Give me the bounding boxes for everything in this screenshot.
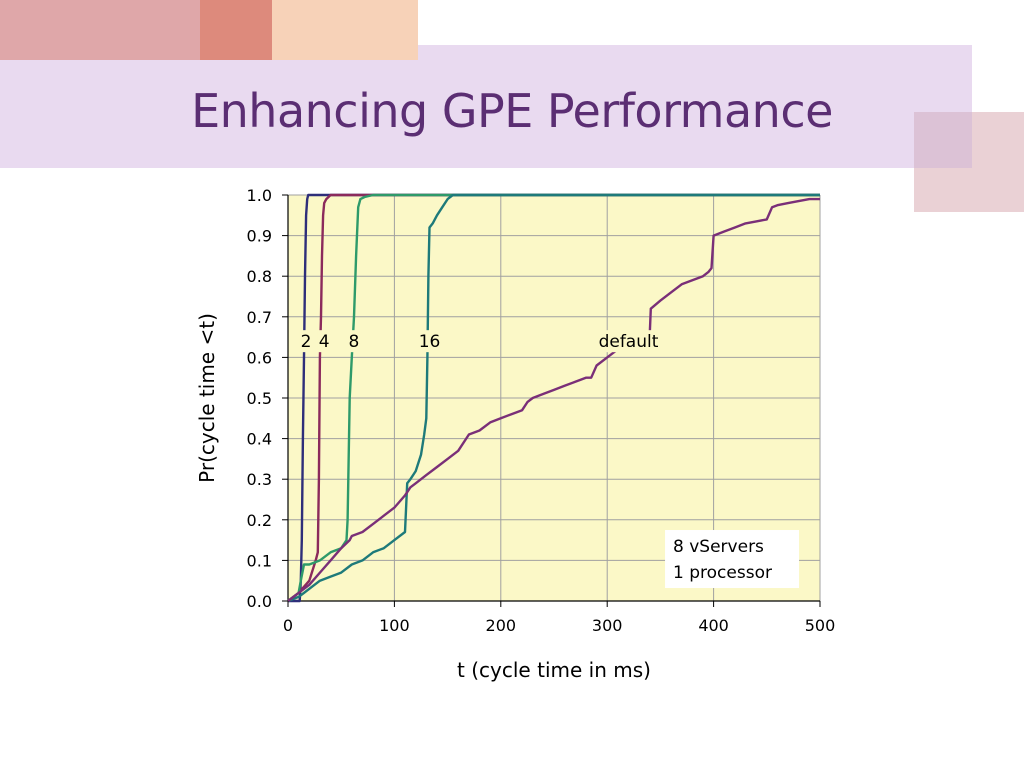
annotation-box bbox=[665, 530, 800, 589]
annotation-line: 1 processor bbox=[673, 563, 772, 583]
series-line-16 bbox=[287, 193, 820, 603]
title-band bbox=[0, 45, 972, 168]
y-tick-label: 0.5 bbox=[247, 389, 272, 408]
x-tick-label: 500 bbox=[805, 616, 836, 635]
y-tick-label: 1.0 bbox=[247, 186, 272, 205]
y-tick-label: 0.1 bbox=[247, 551, 272, 570]
x-axis-title: t (cycle time in ms) bbox=[457, 658, 651, 682]
series-label-bg bbox=[299, 330, 314, 353]
x-tick-label: 400 bbox=[698, 616, 729, 635]
y-tick-label: 0.9 bbox=[247, 227, 272, 246]
x-tick-label: 200 bbox=[486, 616, 517, 635]
series-label-bg bbox=[317, 330, 332, 353]
x-tick-label: 100 bbox=[379, 616, 410, 635]
series-label-bg bbox=[346, 330, 361, 353]
decor-block-coral bbox=[200, 0, 272, 60]
cdf-chart: 0 100 200 300 400 500 0.0 0.1 0.2 0.3 0.4 0.5 0.6 0.7… bbox=[195, 186, 836, 682]
x-tick-label: 300 bbox=[592, 616, 623, 635]
y-axis-title: Pr(cycle time <t) bbox=[195, 313, 219, 483]
y-tick-label: 0.2 bbox=[247, 511, 272, 530]
series-label-bg bbox=[417, 330, 442, 353]
slide-title: Enhancing GPE Performance bbox=[191, 84, 833, 138]
y-tick-label: 0.0 bbox=[247, 592, 272, 611]
decor-block-mauve bbox=[914, 112, 972, 168]
series-label-8: 8 bbox=[349, 332, 360, 352]
y-tick-label: 0.7 bbox=[247, 308, 272, 327]
series-label-2: 2 bbox=[301, 332, 312, 352]
series-label-16: 16 bbox=[419, 332, 441, 352]
series-line-default bbox=[287, 197, 820, 602]
annotation-line: 8 vServers bbox=[673, 537, 764, 557]
x-tick-label: 0 bbox=[283, 616, 293, 635]
y-tick-label: 0.6 bbox=[247, 348, 272, 367]
y-tick-label: 0.3 bbox=[247, 470, 272, 489]
series-label-default: default bbox=[599, 332, 659, 352]
y-tick-label: 0.8 bbox=[247, 267, 272, 286]
series-label-bg bbox=[591, 330, 666, 353]
series-label-4: 4 bbox=[319, 332, 330, 352]
y-tick-label: 0.4 bbox=[247, 430, 272, 449]
decor-block-peach bbox=[272, 0, 418, 60]
series-line-8 bbox=[287, 193, 820, 602]
